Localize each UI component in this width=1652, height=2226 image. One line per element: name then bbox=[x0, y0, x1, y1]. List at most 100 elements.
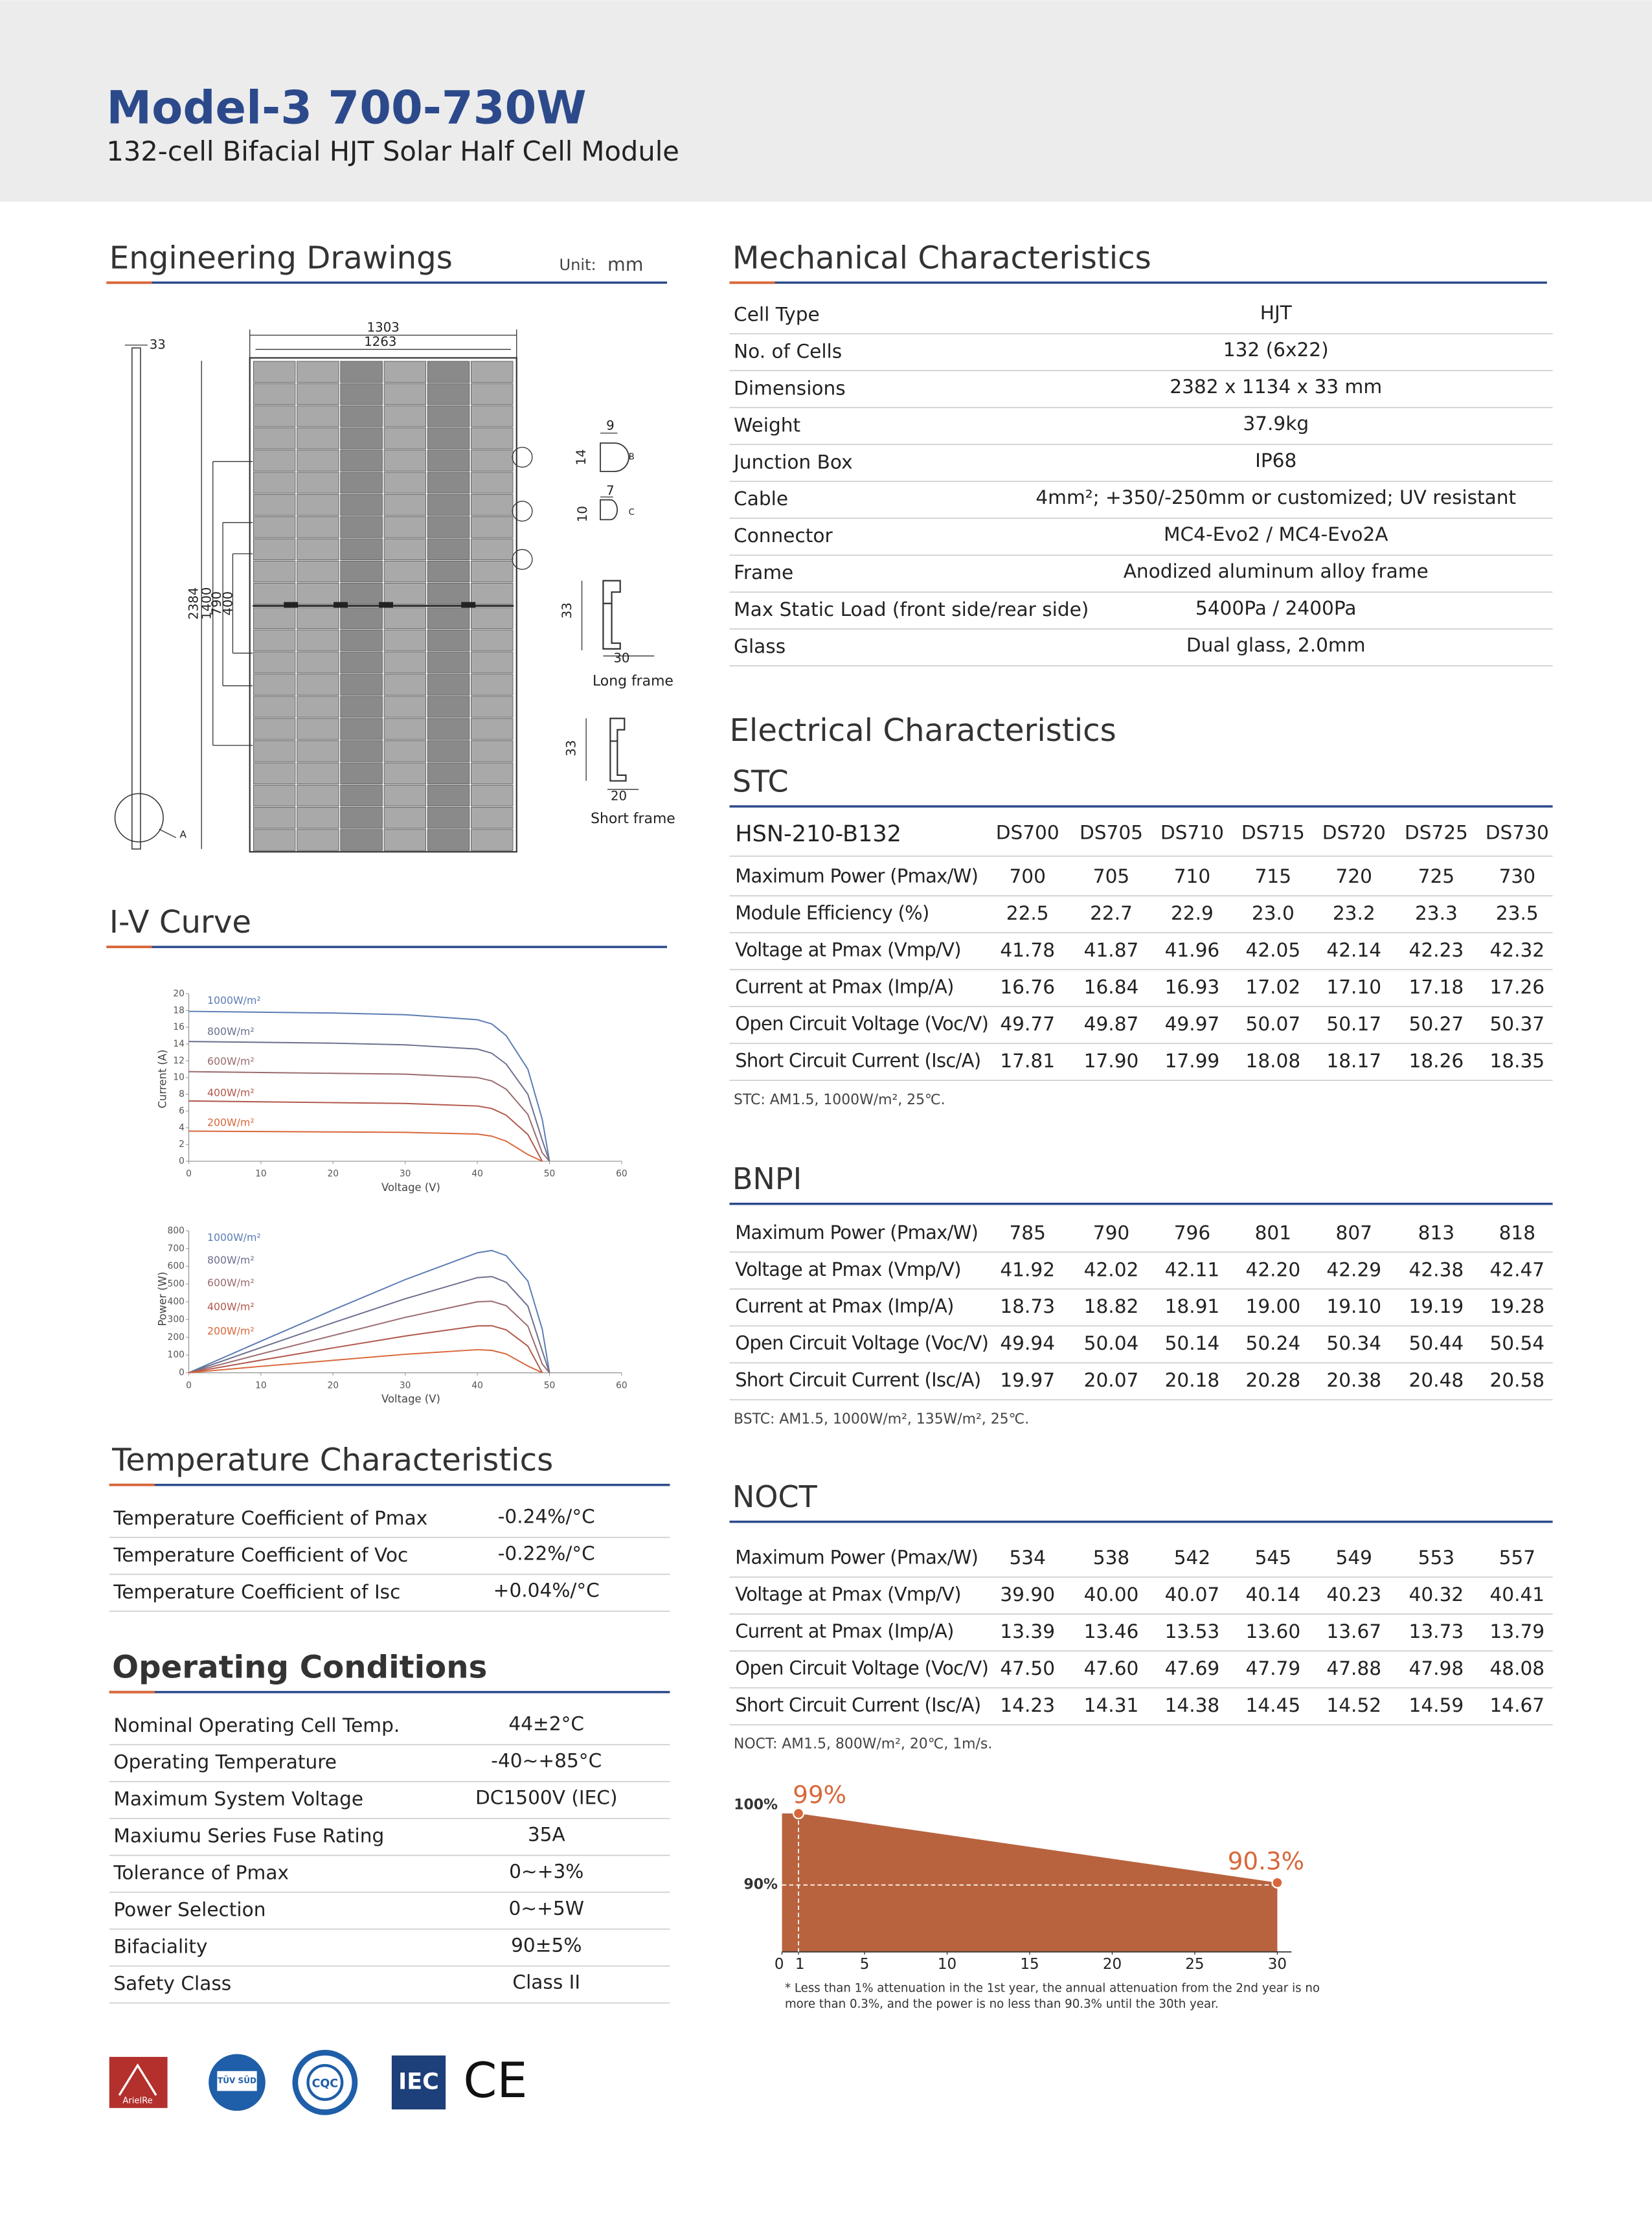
series-label: 400W/m² bbox=[207, 1300, 255, 1313]
row-label: Max Static Load (front side/rear side) bbox=[734, 598, 1089, 620]
cell-value: 40.23 bbox=[1326, 1584, 1381, 1606]
x-tick-label: 15 bbox=[1020, 1956, 1039, 1973]
cell-value: 40.00 bbox=[1084, 1584, 1139, 1606]
cell-value: 47.79 bbox=[1246, 1657, 1301, 1679]
cell bbox=[383, 629, 427, 652]
cell bbox=[383, 762, 427, 784]
cell bbox=[383, 516, 427, 538]
cell-value: 796 bbox=[1174, 1221, 1210, 1244]
cell bbox=[253, 652, 296, 674]
row-value: 35A bbox=[528, 1824, 565, 1846]
cell-value: 18.08 bbox=[1246, 1050, 1301, 1072]
cell-value: 542 bbox=[1174, 1547, 1210, 1569]
logo-cqc-inner bbox=[306, 2063, 344, 2101]
cell-value: 50.44 bbox=[1409, 1332, 1464, 1354]
logo-text: CE bbox=[463, 2052, 527, 2109]
cell-value: 715 bbox=[1255, 865, 1291, 887]
junction-box bbox=[461, 602, 476, 608]
series-line bbox=[188, 1010, 550, 1162]
cell bbox=[297, 718, 339, 740]
cell bbox=[340, 405, 383, 427]
cell bbox=[471, 740, 514, 762]
cell-value: 16.84 bbox=[1084, 976, 1139, 998]
cell bbox=[427, 829, 470, 851]
cell bbox=[383, 405, 427, 427]
junction-box bbox=[284, 602, 299, 608]
cell bbox=[383, 538, 427, 560]
cell bbox=[253, 740, 296, 762]
column-header: DS700 bbox=[996, 821, 1059, 843]
detail-a-marker bbox=[114, 793, 164, 843]
row-label: Glass bbox=[734, 635, 786, 657]
cell bbox=[297, 494, 339, 516]
row-value: MC4-Evo2 / MC4-Evo2A bbox=[1164, 523, 1388, 545]
row-label: Operating Temperature bbox=[113, 1751, 337, 1773]
cell bbox=[340, 538, 383, 560]
logo-text: TÜV SÜD bbox=[218, 2076, 256, 2085]
cell bbox=[427, 583, 470, 605]
section-heading: Engineering Drawings bbox=[109, 240, 453, 276]
y-tick-label: 100 bbox=[168, 1350, 185, 1360]
row-label: Nominal Operating Cell Temp. bbox=[113, 1714, 400, 1736]
table-note: NOCT: AM1.5, 800W/m², 20℃, 1m/s. bbox=[734, 1736, 992, 1753]
cell-value: 50.54 bbox=[1489, 1332, 1545, 1354]
cell bbox=[253, 674, 296, 696]
cell bbox=[253, 494, 296, 516]
y-tick-label: 10 bbox=[173, 1073, 185, 1083]
row-value: 2382 x 1134 x 33 mm bbox=[1170, 376, 1382, 398]
cell-value: 730 bbox=[1499, 865, 1535, 887]
y-tick-label: 400 bbox=[168, 1297, 185, 1307]
cell bbox=[340, 583, 383, 605]
x-tick-label: 25 bbox=[1185, 1956, 1204, 1973]
row-label: Tolerance of Pmax bbox=[113, 1862, 289, 1884]
cell-value: 14.31 bbox=[1084, 1694, 1139, 1716]
cell bbox=[340, 560, 383, 583]
row-label: Junction Box bbox=[732, 451, 853, 473]
cell bbox=[471, 718, 514, 740]
cell-value: 18.35 bbox=[1489, 1050, 1545, 1072]
cell bbox=[253, 449, 296, 471]
table-heading: STC bbox=[732, 764, 789, 799]
cell bbox=[253, 829, 296, 851]
cell-value: 39.90 bbox=[1000, 1584, 1055, 1606]
cell-value: 13.73 bbox=[1409, 1620, 1464, 1642]
cell bbox=[253, 516, 296, 538]
cell bbox=[383, 471, 427, 494]
cell-value: 16.76 bbox=[1000, 976, 1055, 998]
header-band bbox=[0, 0, 1652, 202]
cell bbox=[297, 405, 339, 427]
cell bbox=[383, 560, 427, 583]
drawing-label: 14 bbox=[574, 449, 589, 465]
row-label: Cell Type bbox=[734, 303, 820, 325]
cell bbox=[297, 829, 339, 851]
row-label: Voltage at Pmax (Vmp/V) bbox=[735, 939, 961, 961]
drawing-label: 33 bbox=[150, 337, 166, 352]
row-label: Cable bbox=[734, 488, 788, 510]
x-tick-label: 60 bbox=[616, 1169, 628, 1179]
row-label: Connector bbox=[734, 525, 833, 547]
cell-value: 41.96 bbox=[1165, 939, 1220, 961]
row-value: 44±2°C bbox=[508, 1713, 584, 1735]
x-axis-label: Voltage (V) bbox=[381, 1181, 440, 1194]
cell-value: 23.2 bbox=[1333, 902, 1375, 924]
x-tick-label: 10 bbox=[938, 1956, 956, 1973]
series-label: 200W/m² bbox=[207, 1325, 255, 1337]
row-label: Temperature Coefficient of Voc bbox=[113, 1544, 408, 1566]
series-label: 600W/m² bbox=[207, 1277, 255, 1289]
y-tick-label: 6 bbox=[179, 1106, 185, 1116]
cell-value: 13.39 bbox=[1000, 1620, 1055, 1642]
x-tick-label: 20 bbox=[328, 1169, 339, 1179]
cell bbox=[427, 784, 470, 807]
model-label: HSN-210-B132 bbox=[735, 821, 901, 847]
section-heading: Operating Conditions bbox=[112, 1650, 487, 1686]
cell bbox=[471, 807, 514, 829]
cell-value: 50.17 bbox=[1326, 1013, 1381, 1035]
cell-value: 13.60 bbox=[1246, 1620, 1301, 1642]
cell bbox=[297, 383, 339, 405]
table-note: BSTC: AM1.5, 1000W/m², 135W/m², 25℃. bbox=[734, 1411, 1029, 1427]
y-tick-label: 16 bbox=[173, 1022, 185, 1032]
cell bbox=[297, 784, 339, 807]
drawing-label: 20 bbox=[611, 788, 627, 803]
cell-value: 818 bbox=[1499, 1221, 1535, 1244]
cell bbox=[383, 829, 427, 851]
